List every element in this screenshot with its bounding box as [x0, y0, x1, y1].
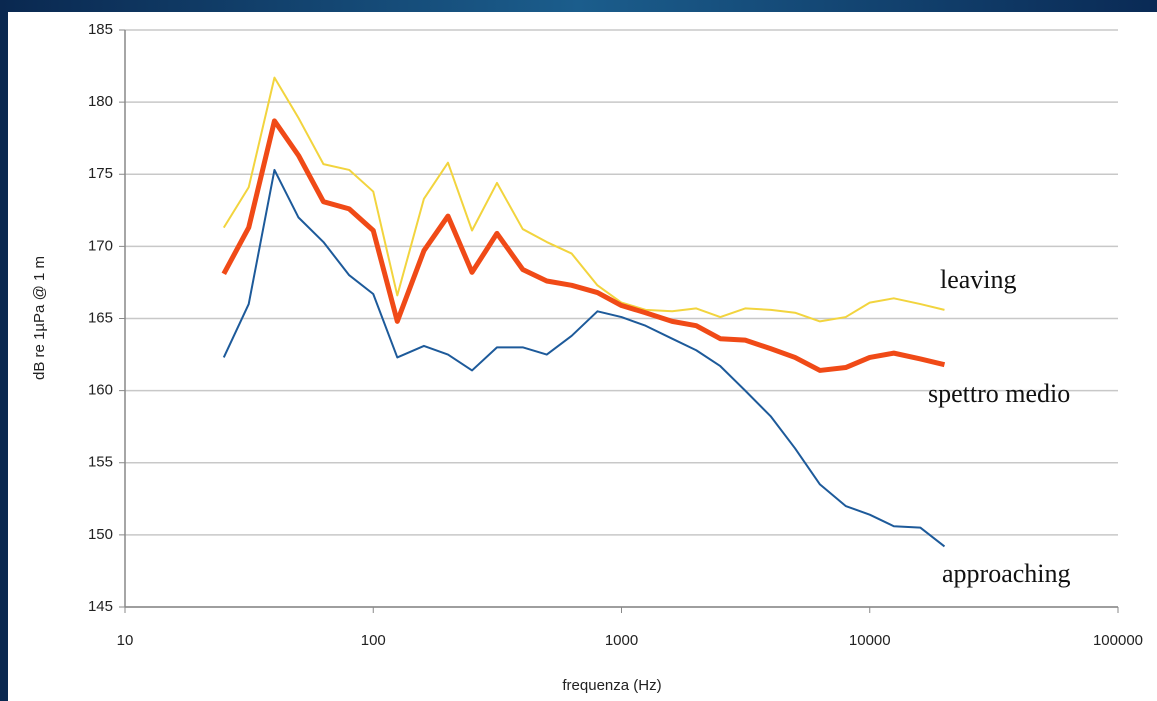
y-tick-label: 180 [88, 93, 113, 110]
y-tick-label: 145 [88, 598, 113, 615]
y-tick-label: 155 [88, 454, 113, 471]
x-tick-label: 10000 [849, 632, 891, 649]
y-tick-label: 150 [88, 526, 113, 543]
series-line [222, 168, 946, 548]
y-tick-label: 170 [88, 237, 113, 254]
x-axis-title: frequenza (Hz) [562, 677, 661, 694]
series-label: spettro medio [928, 379, 1070, 408]
series-label: leaving [940, 265, 1017, 294]
series-line [221, 118, 946, 373]
x-tick-label: 100 [361, 632, 386, 649]
y-tick-label: 175 [88, 165, 113, 182]
y-axis-title: dB re 1µPa @ 1 m [31, 256, 48, 380]
series-label: approaching [942, 559, 1071, 588]
x-tick-label: 10 [117, 632, 134, 649]
chart-panel [8, 12, 1157, 701]
x-tick-label: 1000 [605, 632, 638, 649]
series-line [222, 76, 945, 323]
x-tick-label: 100000 [1093, 632, 1143, 649]
y-tick-label: 185 [88, 21, 113, 38]
y-tick-label: 165 [88, 309, 113, 326]
y-tick-label: 160 [88, 382, 113, 399]
